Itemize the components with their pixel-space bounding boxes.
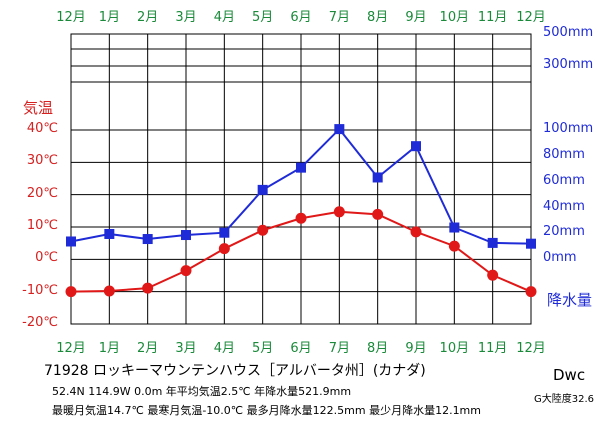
month-label-bottom: 12月 — [56, 341, 86, 356]
month-label-top: 9月 — [405, 10, 427, 25]
temperature-tick: 20℃ — [26, 185, 58, 201]
month-label-bottom: 12月 — [516, 341, 546, 356]
temperature-tick: 0℃ — [35, 250, 58, 266]
month-label-top: 8月 — [367, 10, 389, 25]
precipitation-tick: 80mm — [543, 146, 585, 162]
temperature-tick: -20℃ — [22, 315, 58, 330]
precipitation-tick: 20mm — [543, 224, 585, 240]
temperature-point — [257, 224, 269, 236]
month-label-bottom: 8月 — [367, 341, 389, 356]
temperature-point — [218, 243, 230, 255]
month-label-top: 11月 — [477, 10, 508, 25]
temperature-tick: 40℃ — [26, 121, 58, 136]
temperature-point — [180, 265, 192, 277]
precipitation-tick: 300mm — [543, 57, 594, 72]
precipitation-point — [142, 234, 153, 245]
precipitation-tick: 40mm — [543, 198, 585, 214]
precipitation-point — [487, 237, 498, 248]
precipitation-point — [66, 236, 76, 247]
temperature-series — [65, 206, 537, 298]
precipitation-axis-title: 降水量 — [547, 291, 593, 309]
temperature-tick: 10℃ — [26, 218, 58, 233]
precipitation-series — [66, 124, 536, 249]
temperature-point — [525, 286, 537, 298]
month-label-top: 3月 — [175, 10, 197, 25]
temperature-point — [142, 282, 154, 294]
month-label-top: 12月 — [516, 10, 546, 25]
temperature-tick: -10℃ — [22, 282, 58, 298]
temperature-point — [487, 269, 499, 281]
temperature-point — [65, 286, 77, 298]
precipitation-tick: 60mm — [543, 172, 585, 188]
month-label-bottom: 10月 — [439, 341, 470, 356]
precipitation-point — [372, 172, 383, 183]
precipitation-point — [526, 238, 536, 249]
temperature-point — [410, 226, 422, 238]
station-info-line1: 52.4N 114.9W 0.0m 年平均気温2.5℃ 年降水量521.9mm — [52, 385, 352, 398]
precipitation-point — [219, 227, 230, 238]
precipitation-point — [296, 162, 306, 173]
month-label-bottom: 6月 — [290, 341, 312, 356]
temperature-point — [333, 206, 345, 218]
month-label-top: 12月 — [56, 10, 86, 25]
month-label-top: 2月 — [137, 10, 159, 25]
month-label-top: 5月 — [252, 10, 274, 25]
month-label-bottom: 3月 — [175, 341, 197, 356]
precipitation-tick: 500mm — [543, 25, 594, 40]
precipitation-tick: 0mm — [543, 250, 577, 266]
precipitation-point — [104, 228, 115, 239]
precipitation-point — [181, 230, 191, 241]
temperature-point — [448, 240, 460, 252]
month-label-top: 4月 — [213, 10, 235, 25]
station-title: 71928 ロッキーマウンテンハウス［アルバータ州］(カナダ) — [44, 363, 426, 379]
month-label-bottom: 9月 — [405, 341, 427, 356]
precipitation-point — [334, 124, 345, 135]
temperature-point — [295, 212, 307, 224]
precipitation-tick: 100mm — [543, 121, 594, 136]
precipitation-point — [411, 141, 421, 152]
month-label-bottom: 2月 — [137, 341, 159, 356]
month-label-bottom: 4月 — [213, 341, 235, 356]
temperature-point — [372, 208, 384, 220]
temperature-point — [103, 285, 115, 297]
precipitation-point — [257, 184, 268, 195]
continentality-index: G大陸度32.6 — [534, 394, 595, 405]
month-label-bottom: 7月 — [328, 341, 350, 356]
temperature-tick: 30℃ — [26, 153, 58, 169]
month-label-top: 10月 — [439, 10, 470, 25]
month-label-bottom: 5月 — [252, 341, 274, 356]
month-label-bottom: 11月 — [477, 341, 508, 356]
temperature-axis-title: 気温 — [23, 99, 54, 117]
precipitation-point — [449, 222, 460, 233]
station-info-line2: 最暖月気温14.7℃ 最寒月気温-10.0℃ 最多月降水量122.5mm 最少月… — [52, 404, 481, 417]
month-label-top: 6月 — [290, 10, 312, 25]
month-label-top: 1月 — [98, 10, 120, 25]
month-label-bottom: 1月 — [98, 341, 120, 356]
climate-classification: Dwc — [553, 366, 586, 384]
month-label-top: 7月 — [328, 10, 350, 25]
